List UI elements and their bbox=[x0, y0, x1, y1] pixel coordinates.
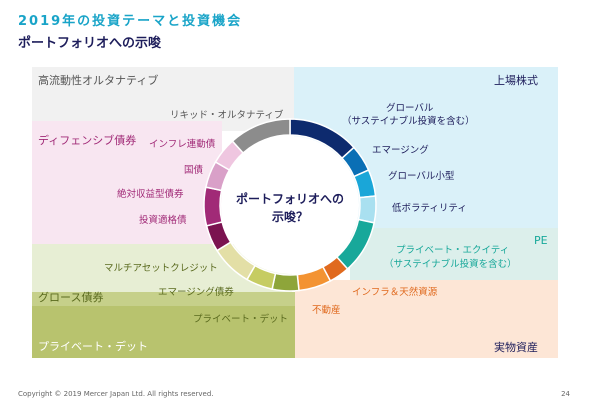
category-liquid-alt: 高流動性オルタナティブ bbox=[38, 74, 159, 87]
label-em-bond: エマージング債券 bbox=[158, 287, 234, 298]
category-growth: グロース債券 bbox=[38, 291, 104, 304]
label-global-line2: （サステイナブル投資を含む） bbox=[342, 116, 475, 127]
label-liquid-alt: リキッド・オルタナティブ bbox=[170, 110, 284, 121]
region-pe bbox=[350, 228, 558, 280]
center-line-1: ポートフォリオへの bbox=[235, 192, 344, 206]
segment-low-vol bbox=[357, 195, 377, 224]
label-real-estate: 不動産 bbox=[312, 305, 341, 316]
category-real-assets: 実物資産 bbox=[494, 341, 538, 354]
region-liquid-alt bbox=[32, 67, 294, 131]
donut-center bbox=[221, 136, 359, 274]
category-equity: 上場株式 bbox=[494, 74, 538, 87]
center-text: ポートフォリオへの 示唆？ bbox=[225, 190, 355, 226]
copyright: Copyright © 2019 Mercer Japan Ltd. All r… bbox=[18, 390, 214, 398]
category-private-debt: プライベート・デット bbox=[38, 340, 148, 353]
segment-liquid-alt bbox=[231, 118, 291, 155]
segment-absolute-return bbox=[203, 186, 223, 227]
label-pe-line1: プライベート・エクイティ bbox=[396, 245, 510, 256]
category-defensive: ディフェンシブ債券 bbox=[38, 134, 137, 147]
label-infra: インフラ＆天然資源 bbox=[352, 287, 438, 298]
label-global-line1: グローバル bbox=[386, 103, 434, 114]
page-subtitle: ポートフォリオへの示唆 bbox=[18, 36, 162, 51]
category-pe: PE bbox=[534, 234, 548, 247]
page-number: 24 bbox=[561, 390, 570, 398]
label-inflation-bond: インフレ連動債 bbox=[149, 139, 216, 150]
center-line-2: 示唆？ bbox=[271, 210, 308, 224]
label-low-vol: 低ボラティリティ bbox=[392, 203, 467, 214]
label-pe-line2: （サステイナブル投資を含む） bbox=[384, 259, 517, 270]
label-private-debt: プライベート・デット bbox=[193, 314, 289, 325]
label-mac: マルチアセットクレジット bbox=[104, 263, 218, 274]
region-private-debt-band bbox=[32, 306, 295, 358]
page-title: 2019年の投資テーマと投資機会 bbox=[18, 14, 243, 29]
label-global-small: グローバル小型 bbox=[388, 171, 455, 182]
region-real-assets bbox=[295, 280, 558, 358]
label-absolute-return: 絶対収益型債券 bbox=[117, 189, 184, 200]
segment-private-debt bbox=[271, 272, 300, 292]
label-ig-bond: 投資適格債 bbox=[139, 215, 187, 226]
label-emerging: エマージング bbox=[372, 145, 429, 156]
region-defensive bbox=[32, 121, 222, 244]
label-govt-bond: 国債 bbox=[184, 165, 204, 176]
